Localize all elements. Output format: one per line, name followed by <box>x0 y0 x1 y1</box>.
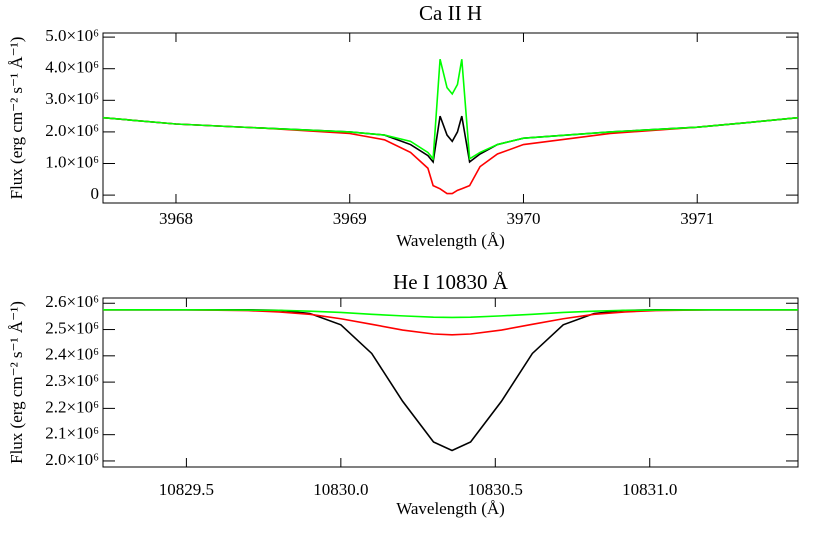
y-axis-label: Flux (erg cm⁻² s⁻¹ Å⁻¹) <box>7 37 26 200</box>
series-line <box>103 59 798 161</box>
x-tick-label: 3971 <box>680 209 714 228</box>
y-tick-label: 1.0×10⁶ <box>45 152 99 171</box>
x-axis-label: Wavelength (Å) <box>396 231 505 250</box>
series-line <box>103 309 798 336</box>
chart-title: He I 10830 Å <box>393 270 509 294</box>
y-tick-label: 4.0×10⁶ <box>45 58 99 77</box>
y-tick-label: 2.3×10⁶ <box>45 371 99 390</box>
y-tick-label: 2.2×10⁶ <box>45 397 99 416</box>
series-line <box>103 116 798 195</box>
x-tick-label: 10830.0 <box>313 480 368 499</box>
plot-frame <box>102 297 799 468</box>
series-line <box>103 309 798 319</box>
plot-frame <box>102 32 799 204</box>
y-tick-label: 2.6×10⁶ <box>45 292 99 311</box>
y-tick-label: 0 <box>91 184 100 203</box>
y-tick-label: 2.1×10⁶ <box>45 424 99 443</box>
y-axis-label: Flux (erg cm⁻² s⁻¹ Å⁻¹) <box>7 301 26 464</box>
x-tick-label: 10831.0 <box>622 480 677 499</box>
x-tick-label: 3968 <box>159 209 193 228</box>
x-tick-label: 10829.5 <box>159 480 214 499</box>
y-tick-label: 2.0×10⁶ <box>45 450 99 469</box>
series-line <box>103 115 798 164</box>
x-tick-label: 10830.5 <box>468 480 523 499</box>
y-tick-label: 2.0×10⁶ <box>45 121 99 140</box>
y-tick-label: 2.4×10⁶ <box>45 345 99 364</box>
y-tick-label: 3.0×10⁶ <box>45 89 99 108</box>
x-tick-label: 3970 <box>506 209 540 228</box>
y-tick-label: 2.5×10⁶ <box>45 318 99 337</box>
chart-title: Ca II H <box>419 1 482 25</box>
x-tick-label: 3969 <box>333 209 367 228</box>
y-tick-label: 5.0×10⁶ <box>45 26 99 45</box>
x-axis-label: Wavelength (Å) <box>396 499 505 518</box>
series-line <box>103 309 798 452</box>
